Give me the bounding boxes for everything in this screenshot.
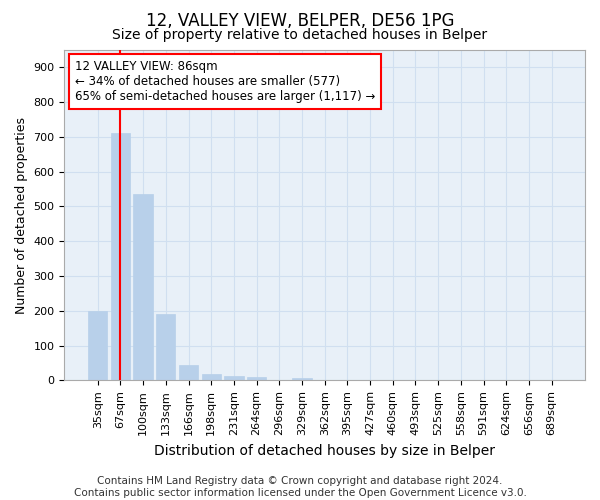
Bar [111,134,130,380]
Bar [179,366,198,380]
Bar [247,377,266,380]
Text: Size of property relative to detached houses in Belper: Size of property relative to detached ho… [112,28,488,42]
X-axis label: Distribution of detached houses by size in Belper: Distribution of detached houses by size … [154,444,495,458]
Bar [88,311,107,380]
Text: 12, VALLEY VIEW, BELPER, DE56 1PG: 12, VALLEY VIEW, BELPER, DE56 1PG [146,12,454,30]
Bar [133,194,153,380]
Bar [224,376,244,380]
Text: Contains HM Land Registry data © Crown copyright and database right 2024.
Contai: Contains HM Land Registry data © Crown c… [74,476,526,498]
Text: 12 VALLEY VIEW: 86sqm
← 34% of detached houses are smaller (577)
65% of semi-det: 12 VALLEY VIEW: 86sqm ← 34% of detached … [75,60,375,103]
Bar [292,378,311,380]
Bar [156,314,175,380]
Bar [202,374,221,380]
Y-axis label: Number of detached properties: Number of detached properties [15,116,28,314]
